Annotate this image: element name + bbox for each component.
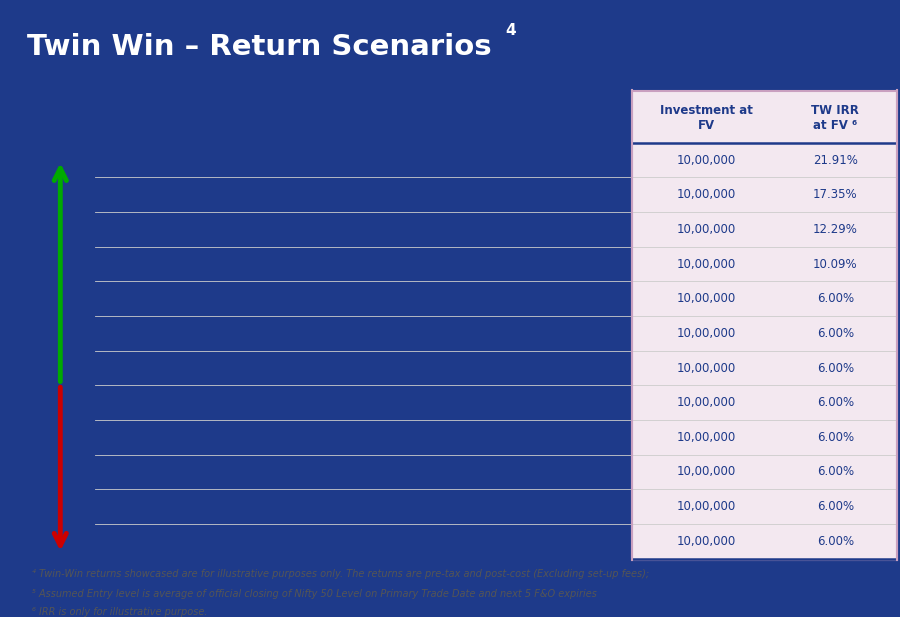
Text: 10,00,000: 10,00,000 (677, 327, 736, 340)
Text: 100.00%: 100.00% (389, 154, 441, 167)
Text: 10,00,000: 10,00,000 (677, 535, 736, 548)
Text: 75.00%: 75.00% (259, 188, 303, 201)
Text: 6.00%: 6.00% (817, 535, 854, 548)
Text: 50.00%: 50.00% (259, 223, 303, 236)
Text: 27000: 27000 (134, 223, 171, 236)
Text: 10,00,000: 10,00,000 (677, 500, 736, 513)
Text: 14,00,000: 14,00,000 (527, 257, 587, 270)
Text: 6.00%: 6.00% (817, 465, 854, 478)
Text: 12.29%: 12.29% (813, 223, 858, 236)
Text: 10,00,000: 10,00,000 (677, 154, 736, 167)
Text: 6.00%: 6.00% (817, 431, 854, 444)
Text: 0.00%: 0.00% (263, 396, 300, 409)
Text: Assumed
Entry
Level⁵: Assumed Entry Level⁵ (1, 386, 50, 420)
Text: 10,00,000: 10,00,000 (677, 223, 736, 236)
Text: Investment at
FV: Investment at FV (660, 104, 752, 131)
Text: 22.62%: 22.62% (392, 431, 437, 444)
Text: 36000: 36000 (134, 154, 171, 167)
Text: 19800: 19800 (134, 327, 171, 340)
Text: 6.00%: 6.00% (817, 292, 854, 305)
Text: 20,00,000: 20,00,000 (527, 154, 587, 167)
Text: 22.62%: 22.62% (392, 362, 437, 375)
Text: 10,00,000: 10,00,000 (677, 188, 736, 201)
Text: 0: 0 (148, 535, 156, 548)
Text: 5.00%: 5.00% (263, 362, 300, 375)
Text: 9000: 9000 (138, 500, 167, 513)
Text: 10,00,000: 10,00,000 (677, 465, 736, 478)
Text: 10.00%: 10.00% (259, 327, 303, 340)
Text: 50.00%: 50.00% (392, 223, 437, 236)
Text: 17.35%: 17.35% (813, 188, 858, 201)
Text: 12,26,200: 12,26,200 (527, 465, 587, 478)
Text: Nifty
Level: Nifty Level (135, 104, 170, 131)
Text: 12,26,200: 12,26,200 (527, 535, 587, 548)
Text: 10.09%: 10.09% (813, 257, 858, 270)
Text: 21.91%: 21.91% (813, 154, 858, 167)
Text: 15,00,000: 15,00,000 (527, 223, 587, 236)
Text: Redemption Value: Redemption Value (497, 111, 617, 124)
Text: 40.00%: 40.00% (392, 257, 437, 270)
Text: ⁵ Assumed Entry level is average of official closing of Nifty 50 Level on Primar: ⁵ Assumed Entry level is average of offi… (32, 589, 597, 598)
Text: 12,26,200: 12,26,200 (527, 396, 587, 409)
Text: 75.00%: 75.00% (392, 188, 437, 201)
Text: 100.00%: 100.00% (256, 154, 307, 167)
Text: 12,26,200: 12,26,200 (527, 500, 587, 513)
Text: 22.62%: 22.62% (392, 292, 437, 305)
Text: 18900: 18900 (134, 362, 171, 375)
Text: 16200: 16200 (134, 431, 171, 444)
Text: 10,00,000: 10,00,000 (677, 257, 736, 270)
Text: 10,00,000: 10,00,000 (677, 292, 736, 305)
Text: -50.00%: -50.00% (257, 500, 306, 513)
Text: TW
Return⁴: TW Return⁴ (390, 104, 440, 131)
Bar (632, 91, 897, 560)
Text: 22.62%: 22.62% (392, 465, 437, 478)
Text: 22.62%: 22.62% (392, 327, 437, 340)
Text: 10,00,000: 10,00,000 (677, 396, 736, 409)
Text: 12,26,200: 12,26,200 (527, 327, 587, 340)
Text: TW IRR
at FV ⁶: TW IRR at FV ⁶ (812, 104, 860, 131)
Text: 12,26,200: 12,26,200 (527, 431, 587, 444)
Text: 4: 4 (506, 23, 517, 38)
Text: -10.00%: -10.00% (257, 431, 306, 444)
Text: -25.00%: -25.00% (257, 465, 306, 478)
Text: Twin Win – Return Scenarios: Twin Win – Return Scenarios (27, 33, 491, 60)
Text: ⁴ Twin-Win returns showcased are for illustrative purposes only. The returns are: ⁴ Twin-Win returns showcased are for ill… (32, 569, 649, 579)
Text: 22.62%: 22.62% (259, 292, 304, 305)
Text: 22.62%: 22.62% (392, 500, 437, 513)
Text: 10,00,000: 10,00,000 (677, 362, 736, 375)
Text: 22.62%: 22.62% (392, 535, 437, 548)
Text: 17,50,000: 17,50,000 (527, 188, 587, 201)
Text: 22072: 22072 (134, 292, 171, 305)
Text: 6.00%: 6.00% (817, 500, 854, 513)
Text: 6.00%: 6.00% (817, 362, 854, 375)
Text: 22.62%: 22.62% (392, 396, 437, 409)
Text: 6.00%: 6.00% (817, 327, 854, 340)
Text: 25200: 25200 (134, 257, 171, 270)
Text: 10,00,000: 10,00,000 (677, 431, 736, 444)
Text: 31500: 31500 (134, 188, 171, 201)
Text: 18000: 18000 (134, 396, 171, 409)
Text: 13500: 13500 (134, 465, 171, 478)
Text: -100.00%: -100.00% (253, 535, 310, 548)
Text: Nifty Return: Nifty Return (240, 111, 322, 124)
Text: 12,26,200: 12,26,200 (527, 292, 587, 305)
Text: 40.00%: 40.00% (259, 257, 303, 270)
Text: ⁶ IRR is only for illustrative purpose.: ⁶ IRR is only for illustrative purpose. (32, 607, 207, 617)
Text: 12,26,200: 12,26,200 (527, 362, 587, 375)
Text: 6.00%: 6.00% (817, 396, 854, 409)
